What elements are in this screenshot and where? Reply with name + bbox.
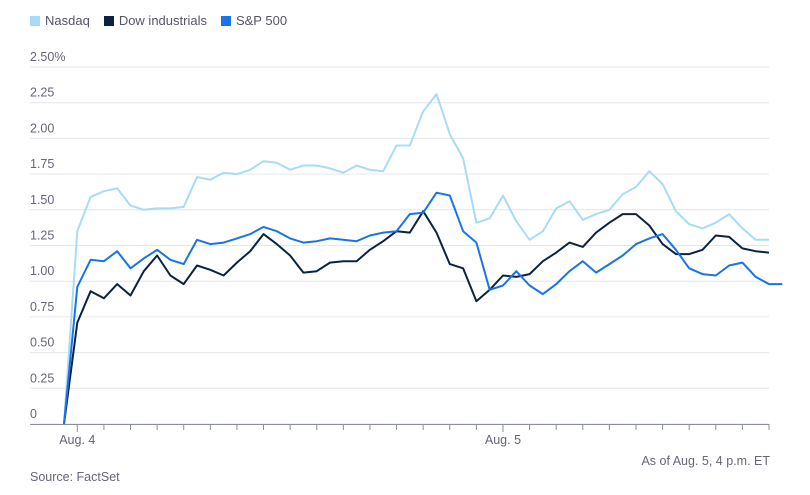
- y-tick-label: 2.50%: [30, 50, 65, 64]
- legend-label-dow: Dow industrials: [118, 13, 207, 28]
- legend-swatch-sp500: [220, 15, 231, 26]
- legend-item-nasdaq: Nasdaq: [30, 13, 90, 28]
- y-tick-label: 0.25: [30, 371, 54, 385]
- source-note: Source: FactSet: [30, 470, 120, 484]
- series-line-sp500: [63, 191, 783, 425]
- legend-swatch-dow: [103, 15, 114, 26]
- y-tick-label: 0.75: [30, 300, 54, 314]
- legend-label-nasdaq: Nasdaq: [45, 13, 90, 28]
- x-tick-label: Aug. 5: [485, 433, 521, 447]
- legend-item-dow: Dow industrials: [103, 13, 207, 28]
- series-line-nasdaq: [63, 93, 769, 425]
- x-tick-label: Aug. 4: [59, 433, 95, 447]
- grid-lines: [30, 66, 769, 425]
- series-lines: [63, 93, 783, 425]
- y-tick-label: 1.00: [30, 264, 54, 278]
- legend-swatch-nasdaq: [30, 15, 40, 26]
- y-axis-tick-labels: 0 0.25 0.50 0.75 1.00 1.25 1.50 1.75 2.00 2.25 2.5…: [30, 50, 65, 421]
- legend-label-sp500: S&P 500: [235, 13, 288, 28]
- y-tick-label: 2.25: [30, 86, 54, 100]
- y-tick-label: 2.00: [30, 121, 54, 135]
- y-tick-label: 0: [30, 407, 37, 421]
- x-axis: Aug. 4 Aug. 5: [30, 424, 770, 447]
- y-tick-label: 1.75: [30, 157, 54, 171]
- as-of-note: As of Aug. 5, 4 p.m. ET: [641, 454, 770, 468]
- y-tick-label: 1.25: [30, 229, 54, 243]
- y-tick-label: 1.50: [30, 193, 54, 207]
- legend-item-sp500: S&P 500: [220, 13, 288, 28]
- y-tick-label: 0.50: [30, 336, 54, 350]
- legend: Nasdaq Dow industrials S&P 500: [30, 13, 287, 28]
- series-line-dow: [63, 210, 770, 425]
